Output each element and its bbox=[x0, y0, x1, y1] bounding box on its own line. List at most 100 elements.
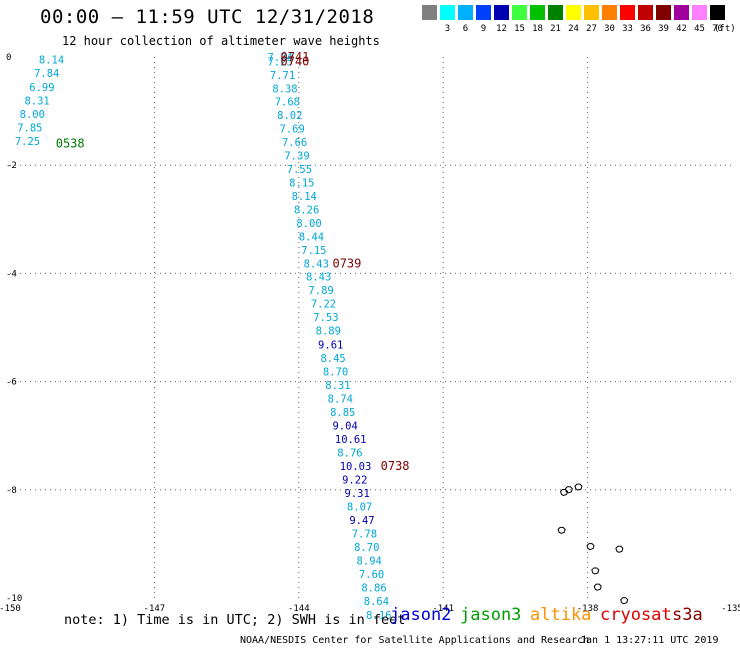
wave-height-label: 8.64 bbox=[364, 596, 389, 608]
wave-height-label: 7.78 bbox=[352, 529, 377, 541]
scale-label: 30 bbox=[604, 24, 615, 34]
wave-height-label: 7.25 bbox=[15, 136, 40, 148]
island-outline bbox=[593, 583, 602, 591]
wave-height-label: 8.38 bbox=[272, 83, 297, 95]
scale-swatch bbox=[674, 5, 689, 20]
legend-altika: altika bbox=[530, 605, 592, 625]
scale-label: 27 bbox=[586, 24, 597, 34]
scale-label: 9 bbox=[480, 24, 487, 34]
scale-unit: (ft) bbox=[714, 24, 736, 34]
credit-line: NOAA/NESDIS Center for Satellite Applica… bbox=[240, 635, 590, 646]
scale-label: 18 bbox=[532, 24, 543, 34]
scale-swatch bbox=[602, 5, 617, 20]
wave-height-label: 8.31 bbox=[24, 95, 49, 107]
generated-timestamp: Jan 1 13:27:11 UTC 2019 bbox=[580, 635, 719, 646]
scale-swatch bbox=[710, 5, 725, 20]
scale-label: 15 bbox=[514, 24, 525, 34]
scale-swatch bbox=[620, 5, 635, 20]
wave-height-label: 8.74 bbox=[328, 393, 353, 405]
page-title: 00:00 — 11:59 UTC 12/31/2018 bbox=[40, 6, 375, 28]
wave-height-label: 8.26 bbox=[294, 205, 319, 217]
legend-jason2: jason2 bbox=[390, 605, 452, 625]
wave-height-label: 8.07 bbox=[347, 502, 372, 514]
wave-height-label: 8.00 bbox=[296, 218, 321, 230]
wave-height-label: 8.14 bbox=[292, 191, 317, 203]
scale-swatch bbox=[476, 5, 491, 20]
scale-swatch bbox=[584, 5, 599, 20]
wave-height-label: 8.70 bbox=[323, 366, 348, 378]
x-tick-label: -147 bbox=[144, 604, 166, 614]
wave-height-label: 8.43 bbox=[304, 259, 329, 271]
footnote: note: 1) Time is in UTC; 2) SWH is in fe… bbox=[64, 612, 406, 628]
x-tick-label: -150 bbox=[0, 604, 21, 614]
wave-height-label: 9.61 bbox=[318, 339, 343, 351]
scale-swatch bbox=[458, 5, 473, 20]
wave-height-label: 8.94 bbox=[357, 556, 382, 568]
scale-swatch bbox=[692, 5, 707, 20]
wave-height-label: 8.00 bbox=[20, 109, 45, 121]
legend-cryosat: cryosat bbox=[600, 605, 672, 625]
wave-height-label: 7.85 bbox=[17, 122, 42, 134]
wave-height-label: 7.60 bbox=[359, 569, 384, 581]
scale-label: 70 bbox=[712, 24, 723, 34]
x-tick-label: -144 bbox=[288, 604, 310, 614]
island-outline bbox=[557, 526, 566, 534]
wave-height-label: 8.16 bbox=[366, 610, 391, 622]
scale-label: 12 bbox=[496, 24, 507, 34]
wave-height-label: 8.44 bbox=[299, 232, 324, 244]
page-subtitle: 12 hour collection of altimeter wave hei… bbox=[62, 34, 380, 48]
y-tick-label: -2 bbox=[6, 161, 17, 171]
wave-height-label: 8.70 bbox=[354, 542, 379, 554]
scale-swatch bbox=[638, 5, 653, 20]
pass-time-label: 0738 bbox=[381, 459, 410, 473]
island-outline bbox=[574, 483, 583, 491]
wave-height-label: 7.53 bbox=[313, 312, 338, 324]
wave-height-label: 7.15 bbox=[301, 245, 326, 257]
wave-height-label: 8.45 bbox=[320, 353, 345, 365]
scale-label: 24 bbox=[568, 24, 579, 34]
pass-time-label: 0739 bbox=[332, 257, 361, 271]
legend-s3a: s3a bbox=[672, 605, 703, 625]
pass-time-label: 0740 bbox=[281, 54, 310, 68]
y-tick-label: -8 bbox=[6, 486, 17, 496]
wave-height-label: 8.85 bbox=[330, 407, 355, 419]
wave-height-label: 8.86 bbox=[361, 583, 386, 595]
scale-label: 33 bbox=[622, 24, 633, 34]
island-outline bbox=[564, 486, 573, 494]
island-outline bbox=[559, 489, 569, 497]
x-tick-label: -138 bbox=[577, 604, 599, 614]
scale-label: 45 bbox=[694, 24, 705, 34]
wave-height-label: 9.04 bbox=[332, 420, 357, 432]
wave-height-label: 7.68 bbox=[275, 96, 300, 108]
scale-label: 3 bbox=[444, 24, 451, 34]
scale-swatch bbox=[548, 5, 563, 20]
y-tick-label: -6 bbox=[6, 378, 17, 388]
scale-swatch bbox=[494, 5, 509, 20]
wave-height-label: 10.03 bbox=[340, 461, 372, 473]
pass-time-label: 0538 bbox=[56, 137, 85, 151]
legend-jason3: jason3 bbox=[460, 605, 522, 625]
pass-time-label: 0741 bbox=[281, 50, 310, 64]
island-outline bbox=[586, 543, 595, 551]
wave-height-label: 8.76 bbox=[337, 447, 362, 459]
wave-height-label: 7.55 bbox=[287, 164, 312, 176]
wave-height-label: 7.84 bbox=[34, 68, 59, 80]
scale-label: 42 bbox=[676, 24, 687, 34]
wave-height-label: 8.31 bbox=[325, 380, 350, 392]
scale-swatch bbox=[440, 5, 455, 20]
wave-height-label: 7.39 bbox=[284, 150, 309, 162]
wave-height-label: 10.61 bbox=[335, 434, 367, 446]
wave-height-label: 8.43 bbox=[306, 272, 331, 284]
wave-height-label: 7.69 bbox=[280, 123, 305, 135]
wave-height-label: 9.22 bbox=[342, 475, 367, 487]
scale-label: 36 bbox=[640, 24, 651, 34]
x-tick-label: -135 bbox=[721, 604, 740, 614]
wave-height-label: 7.22 bbox=[311, 299, 336, 311]
wave-height-label: 7.89 bbox=[308, 285, 333, 297]
wave-height-label: 7.71 bbox=[270, 70, 295, 82]
wave-height-label: 8.89 bbox=[316, 326, 341, 338]
wave-height-label: 7.24 bbox=[268, 52, 293, 64]
scale-swatch bbox=[512, 5, 527, 20]
island-outline bbox=[615, 545, 624, 553]
